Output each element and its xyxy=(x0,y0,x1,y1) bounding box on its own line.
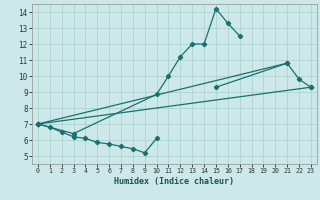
X-axis label: Humidex (Indice chaleur): Humidex (Indice chaleur) xyxy=(115,177,234,186)
